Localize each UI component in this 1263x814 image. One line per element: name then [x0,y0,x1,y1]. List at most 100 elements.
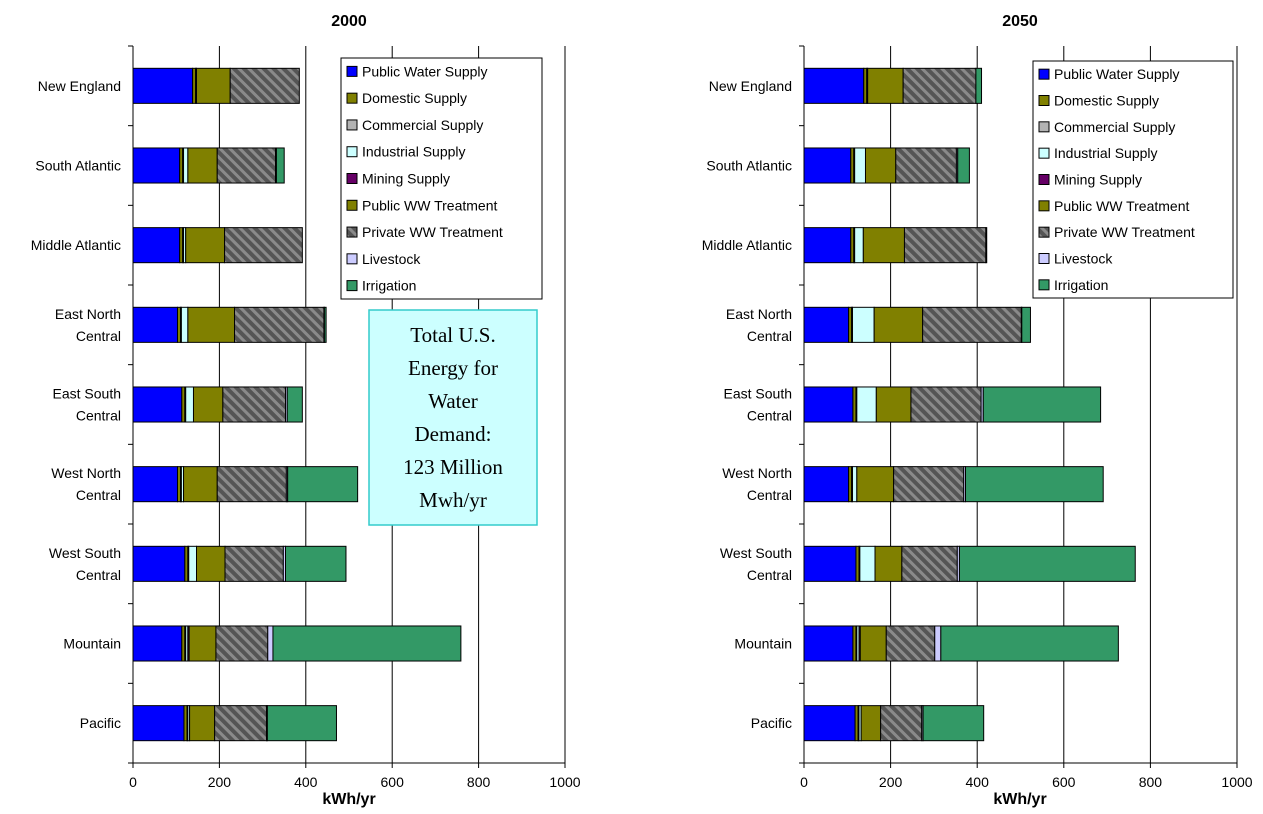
category-label: Middle Atlantic [702,237,792,253]
bar-segment [215,625,269,662]
category-label: New England [38,78,121,94]
legend-label: Livestock [1054,251,1113,267]
bar-segment [910,386,982,423]
legend-swatch [1038,200,1050,212]
bar-segment [958,545,1136,582]
bar-segment [803,306,850,343]
category-label: East North [55,306,121,322]
bar-segment [982,386,1102,423]
legend-swatch [1038,147,1050,159]
bar-segment [224,227,303,264]
bar-segment [224,545,284,582]
legend-swatch [346,253,358,265]
category-label: East South [53,386,122,402]
x-tick-label: 1000 [549,774,580,790]
bar-segment [188,545,198,582]
x-axis-label: kWh/yr [322,791,375,808]
x-tick-label: 200 [208,774,232,790]
bar-segment [185,386,194,423]
legend-swatch [346,199,358,211]
legend-swatch [1038,174,1050,185]
bar-segment [216,147,277,184]
bar-segment [323,306,327,343]
note-line: Total U.S. [410,323,495,347]
x-tick-label: 600 [381,774,405,790]
legend-swatch [1038,121,1050,133]
legend-swatch [346,146,358,158]
bar-segment [940,625,1119,662]
bar-segment [803,545,857,582]
legend-swatch [346,226,358,238]
bar-segment [922,705,985,742]
x-tick-label: 800 [1139,774,1163,790]
category-label: East North [726,306,792,322]
category-label: East South [724,386,793,402]
bar-segment [196,545,226,582]
legend-swatch [1038,68,1050,80]
bar-segment [803,705,856,742]
bar-segment [1021,306,1031,343]
bar-segment [185,227,226,264]
x-tick-label: 400 [966,774,990,790]
x-tick-label: 0 [129,774,137,790]
category-label: West North [722,465,792,481]
bar-segment [188,625,217,662]
bar-segment [803,147,852,184]
category-label: West South [49,545,121,561]
bar-segment [183,147,189,184]
x-tick-label: 400 [294,774,318,790]
note-line: Water [428,389,478,413]
bar-segment [975,67,983,104]
bar-segment [856,386,877,423]
legend-label: Private WW Treatment [1054,224,1195,240]
category-label: Pacific [80,715,121,731]
bar-segment [859,625,887,662]
bar-segment [132,227,181,264]
x-tick-label: 600 [1052,774,1076,790]
note-line: Demand: [415,422,492,446]
bar-segment [132,625,183,662]
bar-segment [851,306,875,343]
bar-segment [957,147,970,184]
category-label: West North [51,465,121,481]
legend-label: Commercial Supply [1054,119,1175,135]
legend-label: Mining Supply [362,171,450,187]
category-label: Central [747,328,792,344]
legend-swatch [1038,279,1050,291]
category-label: West South [720,545,792,561]
category-label: Central [76,567,121,583]
bar-segment [189,705,216,742]
bar-segment [875,386,912,423]
legend-swatch [1038,95,1050,106]
bar-segment [965,466,1104,503]
legend-swatch [346,173,358,184]
legend-swatch [346,280,358,292]
bar-segment [873,306,924,343]
legend-swatch [1038,253,1050,264]
bar-segment [851,466,858,503]
bar-segment [803,227,852,264]
bar-segment [934,625,942,662]
bar-segment [287,466,359,503]
bar-segment [880,705,923,742]
legend-swatch [346,65,358,77]
legend-swatch [346,92,358,104]
bar-segment [874,545,903,582]
bar-segment [985,227,988,264]
bar-segment [214,705,267,742]
category-label: Central [747,567,792,583]
x-axis-label: kWh/yr [993,791,1046,808]
bar-segment [196,67,231,104]
legend-label: Public WW Treatment [1054,198,1189,214]
x-tick-label: 800 [467,774,491,790]
bar-segment [183,466,218,503]
bar-segment [267,625,274,662]
category-label: Mountain [734,636,792,652]
category-label: South Atlantic [35,158,121,174]
category-label: Pacific [751,715,792,731]
category-label: Central [747,487,792,503]
category-label: Mountain [63,636,121,652]
x-tick-label: 200 [879,774,903,790]
